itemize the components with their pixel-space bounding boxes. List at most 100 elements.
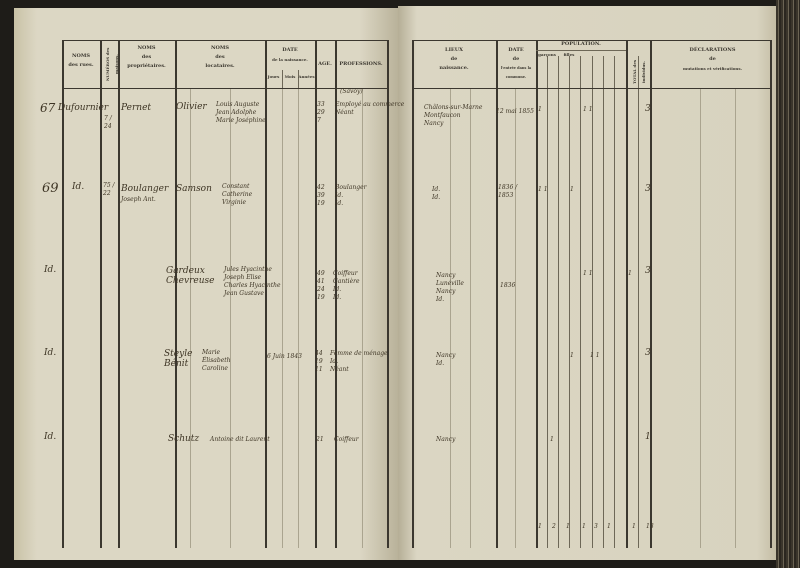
entry-date: 12 mai 1855 <box>496 108 534 115</box>
header-proprietaires: NOMS des propriétaires. <box>127 45 166 69</box>
total-value: 13 <box>646 523 654 530</box>
professions: Coiffeur <box>334 436 359 443</box>
rule-line <box>592 56 593 548</box>
birthplace: Nancy <box>436 436 456 443</box>
owner-name: Pernet <box>121 103 152 113</box>
rule-line <box>603 56 604 548</box>
rule-line <box>626 40 628 548</box>
row-total: 3 <box>645 348 651 358</box>
first-names: Marie Élisabeth Caroline <box>202 349 231 372</box>
header-filles: filles <box>563 52 575 57</box>
rule-line <box>282 88 283 548</box>
rule-line <box>496 40 498 548</box>
rule-line <box>547 56 548 548</box>
tenant-name: Samson <box>176 184 212 194</box>
ages: 49 41 24 19 <box>317 270 325 301</box>
rule-line <box>362 88 363 548</box>
first-names: Antoine dit Laurent <box>210 436 270 443</box>
header-population: POPULATION. <box>561 41 601 47</box>
rule-line <box>412 88 770 89</box>
row-total: 3 <box>645 184 651 194</box>
first-names: Louis Auguste Jean Adolphe Marie Joséphine <box>216 101 266 124</box>
rule-line <box>175 40 177 548</box>
rule-line <box>315 40 317 548</box>
row-total: 3 <box>645 104 651 114</box>
rule-line <box>638 56 639 548</box>
rule-line <box>62 40 387 41</box>
header-locataires: NOMS des locataires. <box>205 45 235 69</box>
total-value: 1 <box>607 523 611 530</box>
header-naissance: DATE de la naissance. <box>272 47 308 62</box>
rule-line <box>298 88 299 548</box>
street-name: Dufournier <box>58 103 109 113</box>
population-mark: 1 <box>550 436 554 443</box>
professions: Boulanger Id. Id. <box>335 184 367 207</box>
rule-line <box>580 56 581 548</box>
row-total: 1 <box>645 432 651 442</box>
population-mark: 1 1 <box>583 270 593 277</box>
rule-line <box>282 70 283 88</box>
rule-line <box>770 40 772 548</box>
rule-line <box>387 40 389 548</box>
birthplace: Nancy Id. <box>436 352 456 367</box>
rule-line <box>614 56 615 548</box>
entry-number: 69 <box>42 181 59 196</box>
entry-date: 1836 <box>500 282 516 289</box>
header-declarations: DÉCLARATIONS de mutations et vérifications… <box>683 47 742 71</box>
left-page <box>14 8 398 560</box>
house-number: 7 / 24 <box>104 115 112 130</box>
birthplace: Châlons-sur-Marne Montfaucon Nancy <box>424 104 483 127</box>
professions: Employé au commerce Néant <box>335 101 405 116</box>
ages: 33 29 7 <box>317 101 325 124</box>
total-value: 1 <box>582 523 586 530</box>
rule-line <box>536 50 626 51</box>
street-name: Id. <box>72 182 85 192</box>
population-mark: 1 <box>538 106 542 113</box>
total-value: 1 <box>538 523 542 530</box>
rule-line <box>100 40 102 548</box>
rule-line <box>230 88 231 548</box>
population-mark: 1 1 <box>583 106 593 113</box>
professions: Femme de ménage Id. Néant <box>330 350 388 373</box>
header-age: AGE. <box>318 61 332 67</box>
rule-line <box>118 40 120 548</box>
note: (Savoy) <box>340 88 363 95</box>
tenant-name: Olivier <box>176 102 207 112</box>
entry-number: Id. <box>44 348 57 358</box>
total-value: 3 <box>594 523 598 530</box>
ages: 44 19 11 <box>315 350 323 373</box>
ages: 42 39 19 <box>317 184 325 207</box>
header-rues: NOMS des rues. <box>68 53 94 68</box>
rule-line <box>515 88 516 548</box>
birthplace: Id. Id. <box>432 186 441 201</box>
entry-date: 1836 / 1853 <box>498 184 518 199</box>
header-total: TOTAL des individus. <box>632 59 646 85</box>
ages: 21 <box>316 436 324 443</box>
tenant-name: Schutz <box>168 434 200 444</box>
row-total: 3 <box>645 266 651 276</box>
rule-line <box>650 40 652 548</box>
total-value: 1 <box>566 523 570 530</box>
header-garcons: garçons <box>538 52 556 57</box>
population-mark: 1 1 <box>538 186 548 193</box>
header-annees: Années <box>298 74 315 79</box>
population-mark: 1 <box>628 270 632 277</box>
population-mark: 1 1 <box>590 352 600 359</box>
professions: Coiffeur Gantière Id. Id. <box>333 270 360 301</box>
rule-line <box>335 40 337 548</box>
first-names: Constant Catherine Virginie <box>222 183 253 206</box>
rule-line <box>735 88 736 548</box>
right-page <box>398 6 776 560</box>
birth-date: 6 Juin 1843 <box>267 353 302 360</box>
house-number: 75 / 22 <box>103 182 115 197</box>
rule-line <box>62 40 64 548</box>
owner-first-name: Joseph Ant. <box>121 196 156 203</box>
rule-line <box>558 56 559 548</box>
book-edge <box>776 0 800 568</box>
header-jours: Jours <box>267 74 280 79</box>
header-professions: PROFESSIONS. <box>339 61 383 67</box>
population-mark: 1 <box>570 352 574 359</box>
tenant-name: Gardeux Chevreuse <box>166 266 215 286</box>
rule-line <box>62 88 387 89</box>
header-entree: DATE de l'entrée dans la commune. <box>500 47 532 79</box>
